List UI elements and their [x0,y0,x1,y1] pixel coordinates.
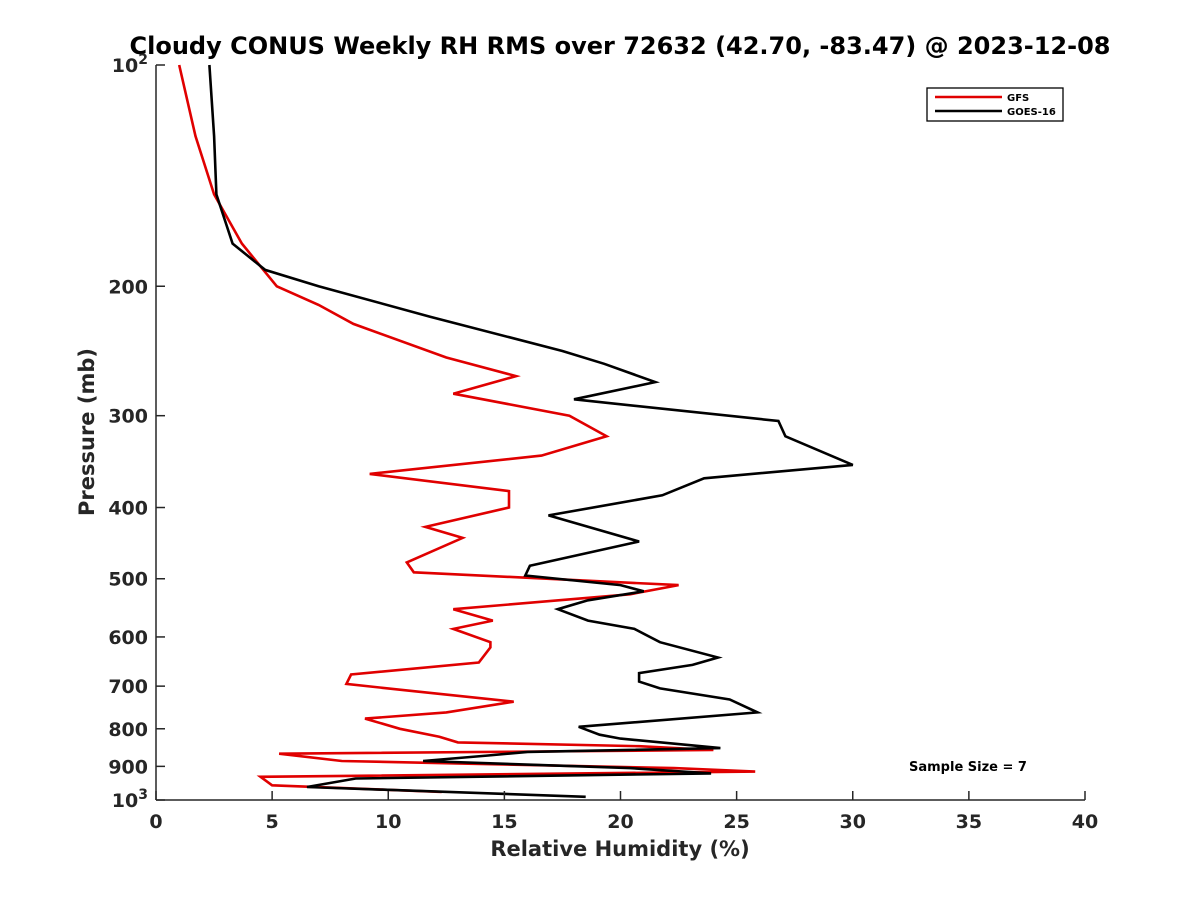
y-tick-label: 700 [108,676,148,698]
legend-label-goes-16: GOES-16 [1007,107,1056,118]
y-tick-label: 600 [108,627,148,649]
y-axis-ticks: 102 200 300 400 500 600 700 800 900 103 [108,52,165,812]
legend: GFS GOES-16 [926,87,1064,122]
legend-box [926,87,1064,122]
x-tick-label: 35 [956,811,982,833]
y-tick-label: 400 [108,498,148,520]
y-tick-label: 500 [108,569,148,591]
x-axis-label: Relative Humidity (%) [490,837,749,861]
x-tick-label: 25 [723,811,749,833]
y-tick-label: 800 [108,719,148,741]
y-tick-label: 900 [108,756,148,778]
x-tick-label: 0 [149,811,162,833]
x-tick-label: 5 [266,811,279,833]
x-tick-label: 10 [375,811,401,833]
sample-size-annotation: Sample Size = 7 [909,760,1027,775]
y-tick-label: 102 [112,52,148,77]
y-axis-label: Pressure (mb) [75,348,99,516]
plot-lines [177,64,854,799]
x-tick-label: 20 [607,811,633,833]
y-tick-label: 300 [108,406,148,428]
x-tick-label: 40 [1072,811,1098,833]
x-tick-label: 30 [840,811,866,833]
series-line-gfs [177,64,756,794]
y-tick-label: 103 [112,787,148,812]
y-tick-label: 200 [108,276,148,298]
chart-title: Cloudy CONUS Weekly RH RMS over 72632 (4… [130,32,1111,60]
legend-label-gfs: GFS [1007,93,1029,104]
x-tick-label: 15 [491,811,517,833]
x-axis-ticks: 0 5 10 15 20 25 30 35 40 [149,791,1098,833]
series-line-goes-16 [208,64,854,799]
